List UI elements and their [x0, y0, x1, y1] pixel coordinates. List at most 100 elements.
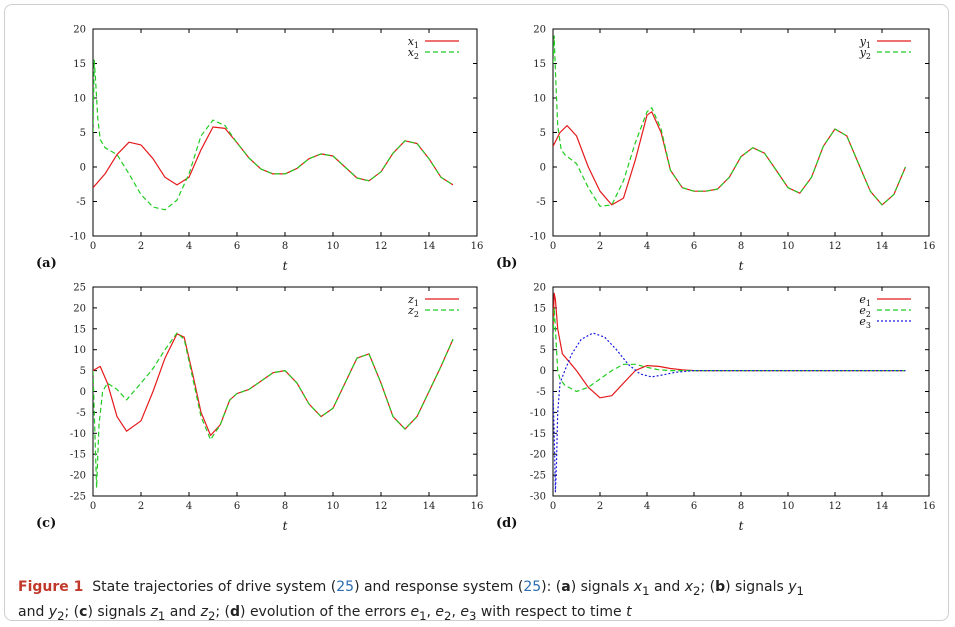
panel-label: (c) — [36, 516, 56, 531]
series-line — [553, 111, 907, 206]
chart-panel: 0 2 4 6 8 10 12 14 16-30-25-20-15-10-505101520t(… — [496, 283, 935, 534]
x-axis-label: t — [283, 519, 288, 533]
caption-sub: 1 — [796, 583, 804, 598]
legend-subscript: 2 — [866, 52, 871, 61]
caption-var: e — [410, 603, 420, 620]
legend-subscript: 3 — [866, 321, 871, 330]
caption-text: , — [451, 603, 461, 620]
legend-subscript: 1 — [866, 299, 871, 308]
x-tick-label: 2 — [138, 501, 144, 512]
panel-label: (d) — [496, 516, 517, 531]
caption-text: , — [426, 603, 436, 620]
x-tick-label: 10 — [327, 501, 340, 512]
caption-text: ; ( — [215, 603, 230, 620]
x-tick-label: 8 — [738, 241, 744, 252]
y-tick-label: -20 — [70, 471, 86, 482]
figure-frame — [4, 4, 949, 621]
x-tick-label: 2 — [597, 501, 603, 512]
x-tick-label: 6 — [234, 501, 240, 512]
caption-text: and — [18, 603, 49, 620]
series-line — [553, 307, 906, 393]
series-line — [553, 35, 907, 207]
y-tick-label: 10 — [533, 94, 546, 105]
caption-ref-link[interactable]: 25 — [336, 579, 355, 595]
series-line — [553, 332, 906, 493]
caption-text: with respect to time — [476, 603, 627, 620]
x-tick-label: 14 — [876, 241, 889, 252]
legend-entry: z2 — [407, 304, 419, 319]
x-tick-label: 0 — [90, 241, 96, 252]
x-tick-label: 12 — [375, 241, 388, 252]
y-tick-label: 15 — [73, 59, 86, 70]
y-tick-label: 5 — [540, 345, 546, 356]
legend-subscript: 1 — [866, 41, 871, 50]
y-tick-label: -20 — [530, 450, 546, 461]
x-tick-label: 0 — [550, 241, 556, 252]
caption-sub: 1 — [419, 608, 427, 623]
plot-area — [552, 286, 930, 497]
caption-var: e — [435, 603, 445, 620]
x-tick-label: 12 — [829, 241, 842, 252]
legend-entry: x1 — [408, 35, 419, 50]
panel-label: (b) — [496, 256, 517, 271]
legend-entry: z1 — [407, 293, 419, 308]
series-line — [93, 59, 454, 211]
x-tick-label: 8 — [738, 501, 744, 512]
legend-entry: x2 — [408, 46, 419, 61]
y-tick-label: 10 — [73, 94, 86, 105]
y-tick-label: -10 — [530, 408, 546, 419]
caption-text: ) signals — [87, 603, 151, 620]
y-tick-label: -30 — [530, 492, 546, 503]
x-tick-label: 16 — [923, 501, 936, 512]
x-tick-label: 6 — [234, 241, 240, 252]
x-tick-label: 4 — [186, 241, 192, 252]
caption-text: ) signals — [725, 579, 789, 595]
x-tick-label: 8 — [282, 501, 288, 512]
x-tick-label: 2 — [138, 241, 144, 252]
caption-var: x — [633, 579, 643, 595]
caption-text: ; ( — [64, 603, 80, 620]
x-tick-label: 16 — [471, 501, 484, 512]
y-tick-label: -25 — [530, 471, 546, 482]
x-tick-label: 16 — [923, 241, 936, 252]
caption-text: ): ( — [541, 579, 562, 595]
y-tick-label: -10 — [70, 429, 86, 440]
legend-subscript: 2 — [414, 52, 419, 61]
caption-panel-a: a — [561, 579, 571, 595]
y-tick-label: 15 — [533, 303, 546, 314]
caption-panel-b: b — [715, 579, 726, 595]
caption-var: y — [48, 603, 58, 620]
caption-panel-c: c — [79, 603, 88, 620]
y-tick-label: -15 — [530, 429, 546, 440]
caption-ref-link[interactable]: 25 — [523, 579, 542, 595]
x-tick-label: 12 — [829, 501, 842, 512]
y-tick-label: 0 — [540, 163, 546, 174]
x-tick-label: 6 — [691, 241, 697, 252]
x-axis-label: t — [739, 519, 744, 533]
y-tick-label: 20 — [533, 25, 546, 36]
caption-text: State trajectories of drive system ( — [92, 579, 337, 595]
legend-entry: e1 — [859, 293, 871, 308]
x-tick-label: 14 — [423, 241, 436, 252]
y-tick-label: -5 — [536, 197, 546, 208]
x-tick-label: 10 — [327, 241, 340, 252]
caption-panel-d: d — [230, 603, 241, 620]
caption-text: ) signals — [570, 579, 634, 595]
y-tick-label: 20 — [73, 303, 86, 314]
series-line — [93, 332, 454, 489]
caption-text: and — [165, 603, 201, 620]
caption-sub: 2 — [207, 608, 216, 623]
panel-label: (a) — [36, 256, 57, 271]
y-tick-label: -5 — [76, 197, 86, 208]
x-tick-label: 16 — [471, 241, 484, 252]
x-tick-label: 12 — [375, 501, 388, 512]
x-tick-label: 14 — [423, 501, 436, 512]
x-tick-label: 10 — [782, 241, 795, 252]
y-tick-label: -25 — [70, 492, 86, 503]
caption-text: ) and response system ( — [354, 579, 524, 595]
y-tick-label: 10 — [533, 324, 546, 335]
caption-sub: 2 — [444, 608, 452, 623]
